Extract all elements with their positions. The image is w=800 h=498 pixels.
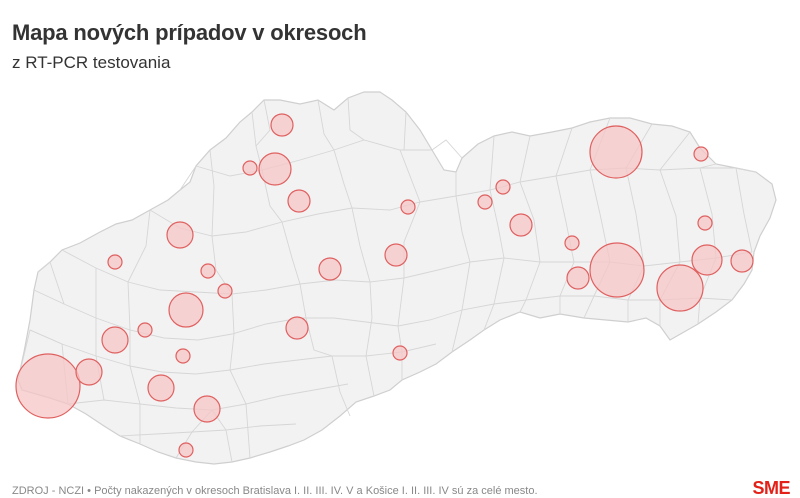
sme-logo: SME bbox=[752, 478, 790, 498]
case-bubble[interactable] bbox=[693, 146, 709, 162]
case-bubble[interactable] bbox=[287, 189, 311, 213]
case-bubble[interactable] bbox=[200, 263, 216, 279]
case-bubble[interactable] bbox=[589, 242, 645, 298]
case-bubble[interactable] bbox=[101, 326, 129, 354]
case-bubble[interactable] bbox=[258, 152, 292, 186]
case-bubble[interactable] bbox=[697, 215, 713, 231]
case-bubble[interactable] bbox=[178, 442, 194, 458]
case-bubble[interactable] bbox=[107, 254, 123, 270]
case-bubble[interactable] bbox=[285, 316, 309, 340]
case-bubble[interactable] bbox=[589, 125, 643, 179]
case-bubble[interactable] bbox=[400, 199, 416, 215]
case-bubble[interactable] bbox=[217, 283, 233, 299]
case-bubble[interactable] bbox=[75, 358, 103, 386]
case-bubble[interactable] bbox=[166, 221, 194, 249]
case-bubble[interactable] bbox=[564, 235, 580, 251]
case-bubble[interactable] bbox=[137, 322, 153, 338]
case-bubble[interactable] bbox=[691, 244, 723, 276]
case-bubble[interactable] bbox=[495, 179, 511, 195]
case-bubble[interactable] bbox=[509, 213, 533, 237]
case-bubble[interactable] bbox=[730, 249, 754, 273]
case-bubble[interactable] bbox=[15, 353, 81, 419]
case-bubble[interactable] bbox=[175, 348, 191, 364]
case-bubble[interactable] bbox=[656, 264, 704, 312]
case-bubble[interactable] bbox=[193, 395, 221, 423]
source-note: ZDROJ - NCZI • Počty nakazených v okreso… bbox=[12, 485, 538, 497]
case-bubble[interactable] bbox=[318, 257, 342, 281]
case-bubble[interactable] bbox=[270, 113, 294, 137]
case-bubble[interactable] bbox=[147, 374, 175, 402]
case-bubble[interactable] bbox=[384, 243, 408, 267]
case-bubble[interactable] bbox=[392, 345, 408, 361]
case-bubble[interactable] bbox=[242, 160, 258, 176]
case-bubbles bbox=[15, 113, 754, 458]
case-bubble[interactable] bbox=[168, 292, 204, 328]
map-subtitle: z RT-PCR testovania bbox=[12, 53, 171, 72]
case-bubble[interactable] bbox=[477, 194, 493, 210]
case-bubble[interactable] bbox=[566, 266, 590, 290]
map-title: Mapa nových prípadov v okresoch bbox=[12, 20, 367, 45]
